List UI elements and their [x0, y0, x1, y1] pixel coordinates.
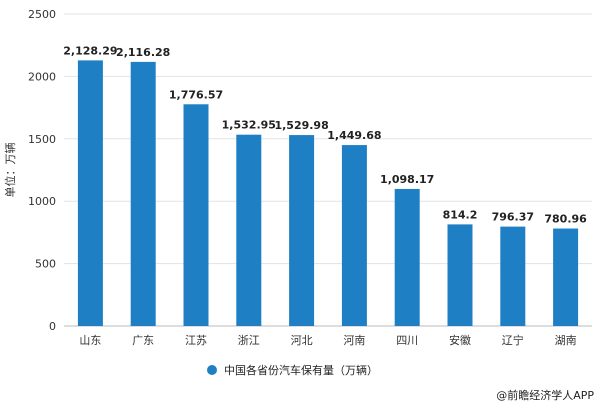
data-label: 2,116.28	[116, 46, 170, 59]
y-tick-label: 1000	[28, 195, 56, 208]
category-label: 江苏	[185, 334, 207, 347]
category-label: 湖南	[555, 334, 577, 347]
legend-marker	[207, 365, 217, 375]
bar	[236, 134, 262, 326]
category-label: 辽宁	[502, 333, 524, 347]
bar	[289, 135, 315, 326]
legend-label: 中国各省份汽车保有量（万辆）	[224, 363, 378, 377]
bar	[500, 226, 526, 326]
category-label: 浙江	[238, 334, 260, 347]
category-label: 河北	[291, 334, 313, 347]
y-axis-label: 单位：万辆	[3, 143, 17, 198]
category-label: 广东	[132, 334, 154, 347]
data-label: 1,098.17	[380, 173, 434, 186]
y-tick-label: 1500	[28, 133, 56, 146]
bar	[77, 60, 103, 327]
data-label: 1,449.68	[327, 129, 381, 142]
data-label: 1,776.57	[169, 88, 223, 101]
category-label: 安徽	[449, 333, 471, 347]
data-label: 814.2	[443, 208, 478, 221]
y-tick-label: 500	[35, 258, 56, 271]
bar	[183, 104, 209, 327]
category-labels: 山东 广东 江苏 浙江 河北 河南 四川 安徽 辽宁 湖南	[79, 333, 576, 347]
category-label: 四川	[396, 334, 418, 347]
data-label: 1,529.98	[274, 119, 328, 132]
y-tick-label: 0	[49, 320, 56, 333]
data-labels: 2,128.292,116.28 1,776.57 1,532.951,529.98…	[63, 44, 587, 225]
data-label: 1,532.95	[222, 119, 276, 132]
y-tick-labels: 0 500 1000 1500 2000 2500	[28, 8, 56, 333]
bar	[553, 228, 579, 326]
legend: 中国各省份汽车保有量（万辆）	[207, 363, 378, 377]
y-tick-label: 2500	[28, 8, 56, 21]
data-label: 2,128.29	[63, 44, 117, 57]
bar	[130, 61, 156, 327]
category-label: 山东	[79, 334, 101, 347]
bar	[447, 224, 473, 326]
category-label: 河南	[343, 334, 365, 347]
bar	[341, 145, 367, 326]
data-label: 780.96	[544, 213, 587, 226]
bar	[394, 188, 420, 326]
data-label: 796.37	[492, 211, 534, 224]
credit-text: @前瞻经济学人APP	[496, 389, 594, 402]
bars	[77, 60, 579, 327]
y-tick-label: 2000	[28, 70, 56, 83]
